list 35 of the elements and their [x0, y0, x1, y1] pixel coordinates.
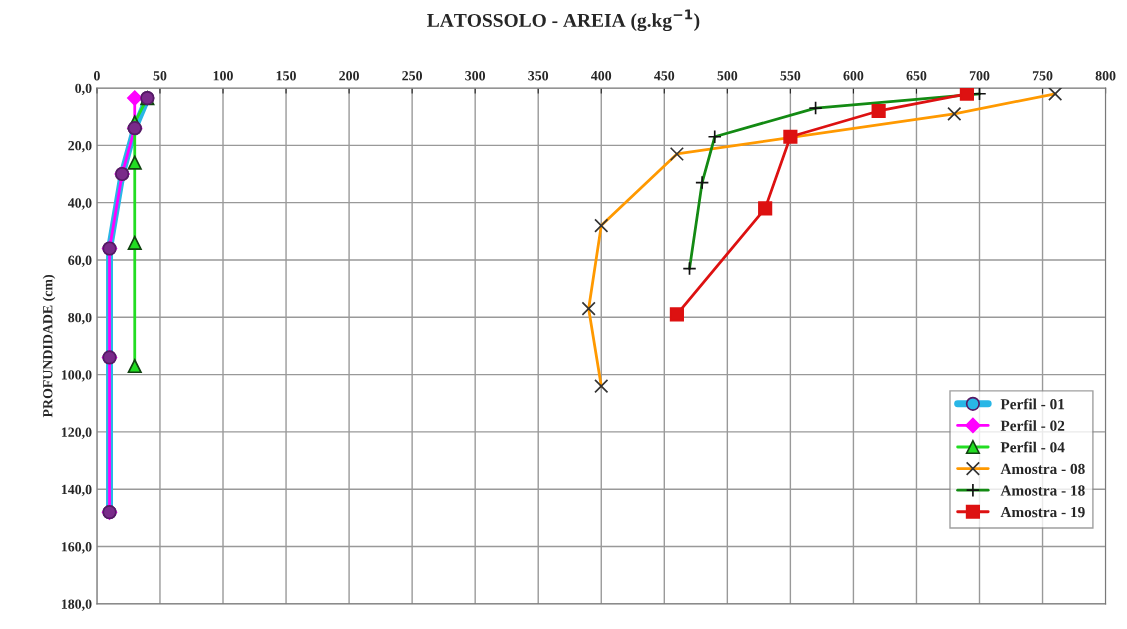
y-tick-label: 60,0	[68, 255, 92, 267]
x-tick-label: 350	[528, 71, 549, 81]
x-tick-label: 600	[843, 71, 864, 81]
x-tick-label: 250	[402, 71, 423, 81]
x-tick-label: 200	[339, 71, 359, 81]
x-tick-label: 0	[93, 71, 100, 81]
legend-label: Amostra - 08	[1000, 463, 1085, 475]
y-tick-label: 180,0	[61, 599, 92, 611]
legend-label: Perfil - 02	[1000, 420, 1065, 431]
y-tick-label: 0,0	[75, 83, 92, 96]
y-tick-label: 100,0	[61, 370, 92, 382]
x-tick-label: 700	[969, 71, 990, 81]
y-tick-label: 140,0	[61, 484, 92, 497]
y-tick-label: 20,0	[68, 140, 92, 153]
y-tick-label: 120,0	[61, 427, 92, 439]
chart-title: LATOSSOLO - AREIA (g.kg$^{−1}$)	[427, 9, 700, 32]
x-tick-label: 450	[654, 71, 675, 81]
x-tick-label: 550	[780, 71, 801, 81]
x-tick-label: 300	[465, 71, 486, 81]
legend-label: Amostra - 18	[1000, 485, 1085, 496]
x-tick-label: 500	[717, 71, 738, 81]
y-axis-title: PROFUNDIDADE (cm)	[42, 275, 56, 418]
x-tick-label: 50	[153, 71, 167, 81]
x-tick-label: 150	[276, 71, 296, 81]
x-tick-label: 100	[213, 71, 233, 81]
x-tick-label: 650	[906, 71, 927, 81]
x-tick-label: 750	[1032, 71, 1053, 81]
legend-label: Perfil - 04	[1000, 441, 1065, 453]
legend-label: Perfil - 01	[1000, 398, 1065, 410]
legend-label: Amostra - 19	[1000, 506, 1085, 518]
x-tick-label: 400	[591, 71, 612, 81]
x-tick-label: 800	[1095, 71, 1116, 81]
y-tick-label: 40,0	[67, 198, 92, 210]
y-tick-label: 160,0	[61, 542, 92, 554]
y-tick-label: 80,0	[68, 312, 92, 325]
